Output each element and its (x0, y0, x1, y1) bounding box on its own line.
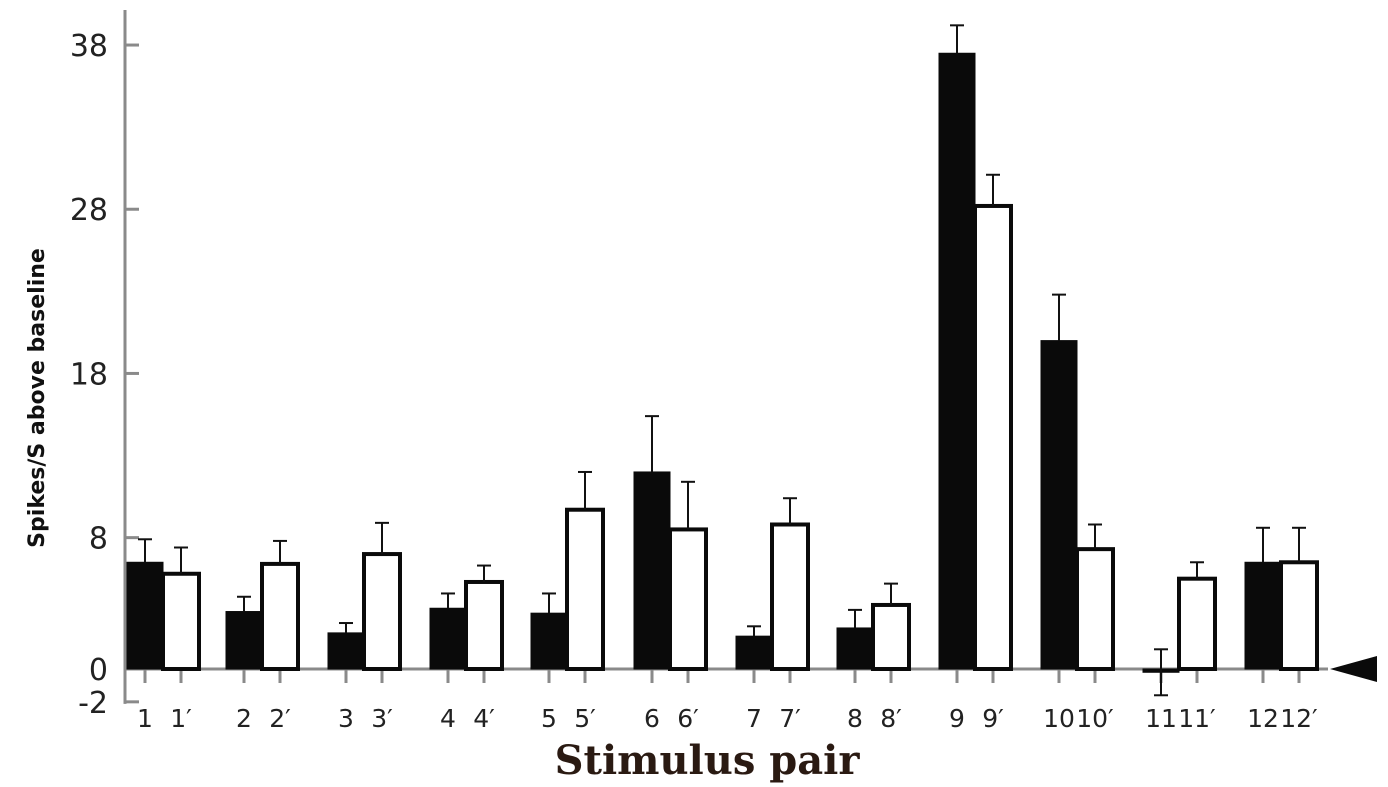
bars-group (126, 52, 1319, 673)
y-tick-label: 8 (89, 522, 108, 557)
x-tick-label: 3′ (371, 704, 393, 733)
x-tick-label: 2′ (269, 704, 291, 733)
bar-8 (836, 627, 874, 670)
x-tick-label: 2 (236, 704, 252, 733)
bar-8-prime (871, 602, 911, 671)
y-tick-label: -2 (78, 686, 108, 721)
x-tick-label: 8′ (880, 704, 902, 733)
y-axis-label: Spikes/S above baseline (25, 248, 50, 548)
bar-4-prime (464, 579, 504, 671)
x-tick-label: 4′ (473, 704, 495, 733)
bar-12 (1244, 561, 1282, 670)
x-tick-label: 11′ (1178, 704, 1216, 733)
y-tick-label: 0 (89, 653, 108, 688)
bar-10 (1040, 340, 1078, 670)
bar-7 (735, 635, 773, 670)
bar-6-prime (668, 527, 708, 671)
bar-3-prime (362, 552, 402, 671)
x-tick-label: 9′ (982, 704, 1004, 733)
x-tick-label: 1′ (170, 704, 192, 733)
x-tick-label: 10 (1043, 704, 1075, 733)
bar-2 (225, 611, 263, 670)
x-tick-label: 7′ (779, 704, 801, 733)
bar-4 (429, 607, 467, 670)
x-tick-label: 6′ (677, 704, 699, 733)
y-tick-label: 18 (70, 357, 108, 392)
x-tick-label: 5′ (574, 704, 596, 733)
x-tick-label: 5 (541, 704, 557, 733)
x-tick-label: 10′ (1076, 704, 1114, 733)
bar-9 (938, 52, 976, 670)
y-tick-label: 28 (70, 193, 108, 228)
bar-2-prime (260, 561, 300, 671)
x-tick-label: 12′ (1280, 704, 1318, 733)
x-tick-label: 12 (1247, 704, 1279, 733)
bar-10-prime (1075, 547, 1115, 671)
x-tick-label: 3 (338, 704, 354, 733)
x-tick-label: 8 (847, 704, 863, 733)
bar-3 (327, 632, 365, 670)
x-tick-label: 9 (949, 704, 965, 733)
x-tick-label: 1 (137, 704, 153, 733)
x-tick-label: 6 (644, 704, 660, 733)
axes (123, 10, 1328, 704)
baseline-arrow-marker (1330, 656, 1377, 682)
bar-5-prime (565, 507, 605, 672)
error-bars-group (138, 24, 1306, 697)
bar-11-prime (1177, 576, 1217, 671)
bar-6 (633, 471, 671, 670)
bar-5 (530, 612, 568, 670)
x-tick-label: 4 (440, 704, 456, 733)
x-axis-label: Stimulus pair (555, 737, 861, 784)
y-tick-labels: 38 28 18 8 0-2 (70, 29, 108, 721)
y-tick-label: 38 (70, 29, 108, 64)
bar-9-prime (973, 203, 1013, 671)
x-tick-labels: 1 1′ 2 2′ 3 3′ 4 4′ 5 5′ 6 6′ 7 7′ 8 8′ 9 9′ 10 10′ 11 11′ 12 1… (137, 704, 1318, 733)
bar-12-prime (1279, 560, 1319, 672)
bar-1 (126, 561, 164, 670)
bar-7-prime (770, 522, 810, 672)
bar-1-prime (161, 571, 201, 671)
x-tick-label: 7 (746, 704, 762, 733)
x-tick-label: 11 (1145, 704, 1177, 733)
